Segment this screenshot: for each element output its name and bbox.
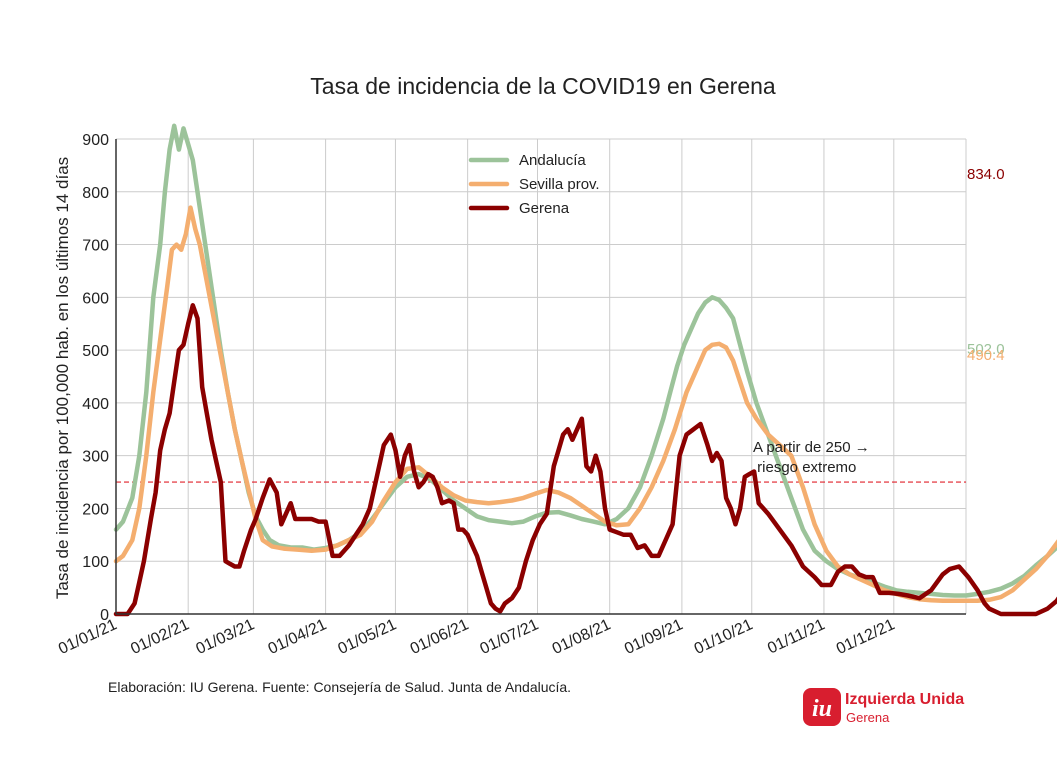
iu-logo: iu Izquierda Unida Gerena xyxy=(803,688,964,726)
x-tick-label: 01/07/21 xyxy=(478,616,542,658)
source-note: Elaboración: IU Gerena. Fuente: Consejer… xyxy=(108,679,571,695)
logo-mark-bg xyxy=(803,688,841,726)
y-tick-label: 100 xyxy=(82,554,109,571)
y-tick-label: 600 xyxy=(82,290,109,307)
series-line-sevilla-prov- xyxy=(113,205,1057,604)
threshold-annotation: A partir de 250 → riesgo extremo xyxy=(753,439,870,476)
x-tick-label: 01/02/21 xyxy=(128,616,192,658)
y-tick-label: 300 xyxy=(82,449,109,466)
x-tick-label: 01/12/21 xyxy=(834,616,898,658)
end-value-label: 834.0 xyxy=(967,166,1005,183)
x-tick-labels: 01/01/21 01/02/21 01/03/21 01/04/21 01/05/21… xyxy=(56,616,898,658)
x-tick-label: 01/01/21 xyxy=(56,616,120,658)
legend-label: Andalucía xyxy=(519,152,586,169)
y-tick-label: 400 xyxy=(82,396,109,413)
legend-label: Sevilla prov. xyxy=(519,176,600,193)
y-axis-label: Tasa de incidencia por 100,000 hab. en l… xyxy=(53,157,72,599)
chart-title: Tasa de incidencia de la COVID19 en Gere… xyxy=(310,73,776,99)
logo-mark-text: iu xyxy=(812,696,832,722)
series-line-gerena xyxy=(113,303,1057,617)
x-tick-label: 01/05/21 xyxy=(336,616,400,658)
threshold-label-line1: A partir de 250 → xyxy=(753,439,870,456)
logo-line2: Gerena xyxy=(846,710,890,725)
x-tick-label: 01/03/21 xyxy=(193,616,257,658)
x-tick-label: 01/04/21 xyxy=(266,616,330,658)
threshold-label-line2: riesgo extremo xyxy=(753,459,856,476)
legend: Andalucía Sevilla prov. Gerena xyxy=(468,152,600,217)
series-group xyxy=(113,123,1057,617)
x-tick-label: 01/11/21 xyxy=(765,616,828,657)
y-tick-label: 700 xyxy=(82,238,109,255)
end-value-label: 502.0 xyxy=(967,341,1005,358)
y-tick-label: 900 xyxy=(82,132,109,149)
x-tick-label: 01/10/21 xyxy=(692,616,756,658)
axes xyxy=(115,139,966,615)
x-tick-label: 01/09/21 xyxy=(622,616,686,658)
x-tick-label: 01/08/21 xyxy=(550,616,614,658)
end-value-label: 490.4 xyxy=(967,347,1005,364)
y-tick-label: 0 xyxy=(100,607,109,624)
x-tick-label: 01/06/21 xyxy=(408,616,472,658)
legend-label: Gerena xyxy=(519,200,570,217)
y-tick-labels: 0 100 200 300 400 500 600 700 800 900 xyxy=(82,132,109,624)
y-tick-label: 200 xyxy=(82,501,109,518)
y-tick-label: 500 xyxy=(82,343,109,360)
y-tick-label: 800 xyxy=(82,185,109,202)
logo-line1: Izquierda Unida xyxy=(845,691,964,708)
